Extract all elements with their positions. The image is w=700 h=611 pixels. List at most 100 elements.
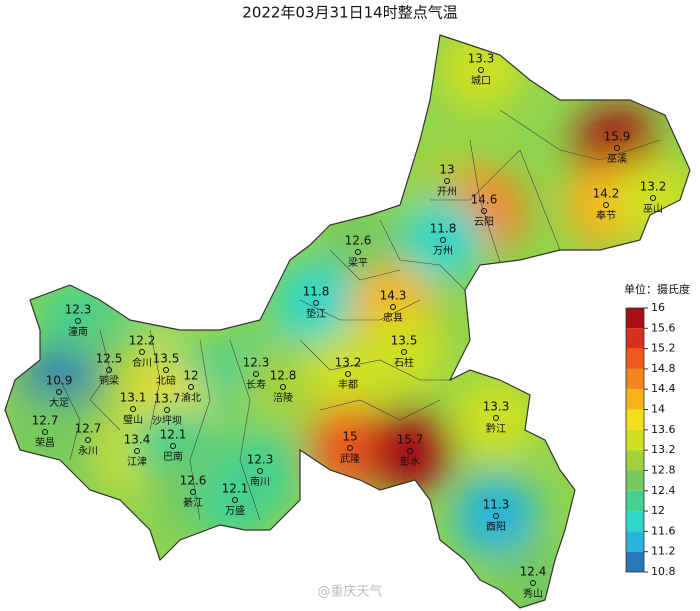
legend-tick-label: 11.6 (651, 524, 676, 537)
station-name: 巫溪 (607, 153, 627, 165)
legend-swatch (626, 348, 644, 369)
legend-tick-label: 15.2 (651, 342, 676, 355)
station-dot (313, 300, 319, 306)
station-value: 12.4 (520, 565, 547, 579)
station-name: 璧山 (123, 413, 143, 426)
station-dot (481, 208, 487, 214)
station-value: 13.7 (154, 392, 181, 406)
station-name: 长寿 (246, 378, 266, 391)
station-name: 垫江 (306, 307, 326, 320)
station-name: 涪陵 (273, 391, 293, 404)
station-name: 江津 (127, 456, 147, 468)
station-dot (139, 349, 145, 355)
station-value: 12.6 (345, 234, 372, 248)
station-value: 12.7 (32, 414, 59, 428)
legend-swatch (626, 328, 644, 349)
station-name: 万盛 (225, 504, 245, 517)
station-value: 14.2 (593, 187, 620, 201)
station-name: 合川 (132, 356, 152, 369)
station-dot (390, 304, 396, 310)
station-dot (106, 367, 112, 373)
legend: 16 15.6 15.2 14.8 14.4 14 13.6 13.2 12.8 12.4 12 11… (625, 301, 676, 578)
legend-tick-label: 13.6 (651, 423, 676, 436)
station-dot (478, 67, 484, 73)
station-name: 酉阳 (486, 521, 506, 533)
legend-swatch (626, 389, 644, 410)
station-dot (42, 429, 48, 435)
station-dot (347, 445, 353, 451)
station-name: 忠县 (383, 312, 403, 324)
heat-blob (454, 376, 538, 460)
station-value: 13.2 (640, 180, 667, 194)
station-name: 南川 (250, 475, 270, 488)
station-dot (650, 195, 656, 201)
blobs (5, 35, 690, 608)
legend-tick-label: 14 (651, 403, 665, 416)
station-dot (130, 406, 136, 412)
legend-swatch (626, 511, 644, 532)
legend-swatch (626, 470, 644, 491)
station-dot (170, 443, 176, 449)
legend-swatch (626, 409, 644, 430)
station-value: 12.1 (222, 482, 249, 496)
legend-swatch (626, 551, 644, 572)
station-dot (56, 389, 62, 395)
station-dot (401, 349, 407, 355)
legend-swatch (626, 450, 644, 471)
station-dot (440, 237, 446, 243)
station-name: 沙坪坝 (152, 414, 182, 427)
station-value: 12.8 (270, 369, 297, 383)
station-name: 梁平 (348, 256, 368, 269)
station-value: 14.3 (380, 289, 407, 303)
station-name: 永川 (78, 444, 98, 457)
legend-tick-label: 10.8 (651, 565, 676, 578)
station-dot (355, 249, 361, 255)
station-name: 黔江 (486, 422, 506, 435)
station-value: 12.3 (65, 303, 92, 317)
station-name: 云阳 (474, 216, 494, 228)
station-value: 13.3 (468, 52, 495, 66)
station-dot (493, 415, 499, 421)
station-name: 巫山 (643, 203, 663, 215)
heat-blob (611, 156, 690, 240)
heat-blob (241, 345, 325, 429)
station-dot (134, 448, 140, 454)
station-value: 13.4 (124, 433, 151, 447)
station-value: 13.5 (153, 352, 180, 366)
station-value: 10.9 (46, 374, 73, 388)
station-name: 万州 (433, 245, 453, 257)
station-value: 13 (439, 163, 454, 177)
map-title: 2022年03月31日14时整点气温 (242, 4, 457, 22)
station-name: 潼南 (68, 325, 88, 338)
watermark: @重庆天气 (317, 584, 382, 600)
station-dot (345, 371, 351, 377)
station-name: 城口 (471, 75, 491, 87)
station-dot (493, 513, 499, 519)
legend-tick-label: 12 (651, 504, 665, 517)
station-name: 彭水 (400, 455, 420, 468)
station-value: 11.3 (483, 498, 510, 512)
station-name: 石柱 (394, 356, 414, 369)
legend-tick-label: 12.8 (651, 463, 676, 476)
heat-blob (454, 474, 538, 558)
station-dot (253, 371, 259, 377)
district-lines (59, 109, 661, 521)
station-name: 秀山 (523, 588, 543, 600)
station-value: 12.5 (96, 352, 123, 366)
heat-blob (306, 332, 390, 416)
station-value: 14.6 (471, 193, 498, 207)
legend-tick-label: 16 (651, 301, 665, 314)
station-name: 綦江 (183, 496, 203, 509)
legend-swatch (626, 490, 644, 512)
station-value: 15.9 (604, 130, 631, 144)
station-dot (530, 580, 536, 586)
stations: 13.3 城口 15.9 巫溪 13 开州 14.6 云阳 14.2 奉节 13.2 巫山 11.8 万州… (32, 52, 667, 601)
legend-swatch (626, 308, 644, 329)
station-name: 武隆 (340, 452, 360, 465)
station-name: 开州 (437, 186, 457, 198)
station-dot (280, 384, 286, 390)
station-value: 11.8 (303, 285, 330, 299)
station-value: 12 (183, 369, 198, 383)
